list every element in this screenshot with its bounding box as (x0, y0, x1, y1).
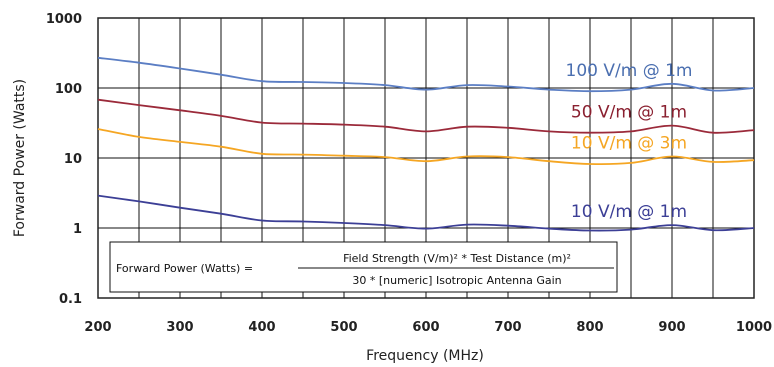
grid-lines (98, 18, 754, 298)
x-tick-label: 700 (494, 320, 521, 335)
x-tick-label: 900 (658, 320, 685, 335)
formula-denominator: 30 * [numeric] Isotropic Antenna Gain (352, 274, 561, 287)
x-tick-label: 300 (166, 320, 193, 335)
x-tick-labels: 200 300 400 500 600 700 800 900 1000 (84, 320, 772, 335)
x-axis-label: Frequency (MHz) (366, 348, 484, 364)
y-tick-label: 1 (73, 222, 82, 237)
y-tick-label: 10 (64, 152, 82, 167)
series-label: 10 V/m @ 3m (571, 134, 687, 154)
y-tick-label: 1000 (46, 12, 82, 27)
y-tick-label: 100 (55, 82, 82, 97)
formula-numerator: Field Strength (V/m)² * Test Distance (m… (343, 252, 571, 265)
y-tick-labels: 0.1 1 10 100 1000 (46, 12, 82, 307)
series-line (97, 128, 755, 166)
y-axis-label: Forward Power (Watts) (12, 79, 28, 237)
x-tick-label: 600 (412, 320, 439, 335)
x-tick-label: 800 (576, 320, 603, 335)
series-label: 100 V/m @ 1m (566, 61, 693, 81)
series-layer (97, 56, 755, 232)
series-labels: 100 V/m @ 1m 50 V/m @ 1m 10 V/m @ 3m 10 V/m… (566, 61, 693, 222)
plot-frame (97, 17, 755, 299)
formula-box: Forward Power (Watts) = Field Strength (… (109, 241, 618, 293)
series-line (97, 194, 755, 232)
x-tick-label: 200 (84, 320, 111, 335)
x-tick-label: 400 (248, 320, 275, 335)
series-label: 10 V/m @ 1m (571, 202, 687, 222)
x-tick-label: 500 (330, 320, 357, 335)
x-tick-label: 1000 (736, 320, 772, 335)
y-tick-label: 0.1 (59, 292, 82, 307)
formula-lhs: Forward Power (Watts) = (116, 262, 253, 275)
series-line (97, 98, 755, 134)
series-line (97, 56, 755, 93)
series-label: 50 V/m @ 1m (571, 103, 687, 123)
